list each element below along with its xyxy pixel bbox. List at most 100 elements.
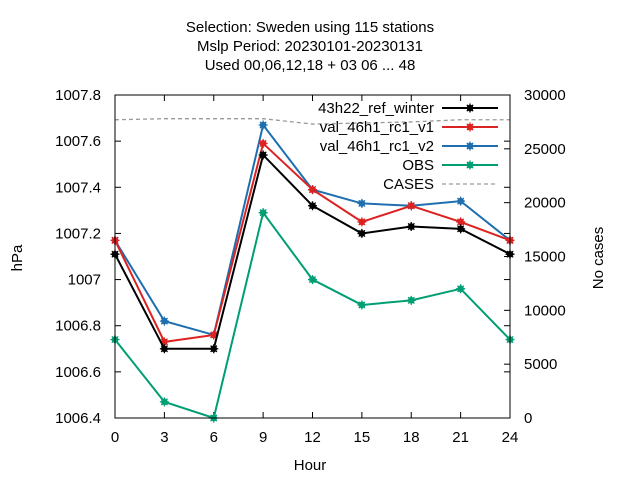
data-point-star [209, 330, 219, 340]
data-point [258, 120, 268, 130]
data-point [308, 185, 317, 195]
y2-tick-label: 0 [524, 410, 532, 427]
data-point-star [308, 185, 317, 195]
y-tick-label: 1007.2 [55, 225, 101, 242]
x-tick-label: 15 [354, 429, 371, 446]
series-lines [110, 118, 515, 423]
data-point-star [465, 122, 475, 132]
y-tick-label: 1007 [68, 272, 101, 289]
data-point [258, 150, 268, 160]
data-point [406, 295, 416, 305]
data-point [456, 217, 466, 227]
data-point [456, 284, 466, 294]
data-point-star [357, 217, 367, 227]
y-tick-label: 1007.8 [55, 87, 101, 104]
data-point-star [308, 275, 317, 285]
plot-frame [114, 94, 511, 419]
data-point-star [456, 224, 466, 234]
data-point [159, 316, 169, 326]
data-point [465, 141, 475, 151]
data-point [406, 201, 416, 211]
legend-label: OBS [402, 157, 434, 174]
data-point [456, 196, 466, 206]
y2-tick-label: 15000 [524, 249, 566, 266]
legend-label: 43h22_ref_winter [318, 100, 434, 117]
data-point-star [465, 103, 475, 113]
data-point-star [456, 217, 466, 227]
legend-label: val_46h1_rc1_v2 [320, 138, 434, 155]
data-point [357, 300, 367, 310]
y-tick-label: 1007.4 [55, 179, 101, 196]
series-line-4 [114, 118, 510, 125]
legend: 43h22_ref_winter val_46h1_rc1_v1 val_46h1_… [318, 100, 498, 193]
data-point [406, 222, 416, 232]
data-point-star [406, 201, 416, 211]
data-point [209, 330, 219, 340]
y2-tick-label: 20000 [524, 195, 566, 212]
data-point-star [465, 160, 475, 170]
x-tick-label: 9 [259, 429, 267, 446]
x-tick-label: 3 [160, 429, 168, 446]
data-point [465, 122, 475, 132]
axis-ticks: 1006.4 1006.6 1006.8 1007 1007.2 1007.4 1007.6… [55, 87, 566, 446]
data-point [258, 208, 268, 218]
data-point-star [357, 228, 367, 238]
data-point [258, 138, 268, 148]
legend-label: val_46h1_rc1_v1 [320, 119, 434, 136]
data-point-star [258, 150, 268, 160]
series-line-2 [114, 122, 511, 337]
legend-label: CASES [383, 176, 434, 193]
data-point-star [456, 196, 466, 206]
y2-tick-label: 10000 [524, 302, 566, 319]
y-tick-label: 1007.6 [55, 133, 101, 150]
y-axis-label: hPa [9, 244, 26, 271]
data-point-star [258, 120, 268, 130]
chart-title-line: Used 00,06,12,18 + 03 06 ... 48 [205, 57, 416, 74]
y-tick-label: 1006.8 [55, 318, 101, 335]
data-point-star [159, 337, 169, 347]
data-point-star [406, 295, 416, 305]
x-axis-label: Hour [294, 457, 327, 474]
data-point [456, 224, 466, 234]
y2-tick-label: 30000 [524, 87, 566, 104]
y2-tick-label: 5000 [524, 356, 557, 373]
data-point-star [308, 201, 317, 211]
data-point-star [159, 316, 169, 326]
series-line-3 [114, 210, 511, 420]
x-tick-label: 18 [403, 429, 420, 446]
data-point-star [456, 284, 466, 294]
data-point-star [209, 344, 219, 354]
data-point [357, 217, 367, 227]
data-point [308, 275, 317, 285]
data-point [357, 228, 367, 238]
data-point [308, 201, 317, 211]
data-point-star [258, 138, 268, 148]
data-point-star [159, 397, 169, 407]
data-point [159, 344, 169, 354]
x-tick-label: 24 [502, 429, 519, 446]
x-tick-label: 12 [304, 429, 321, 446]
chart-title-line: Selection: Sweden using 115 stations [186, 19, 434, 36]
x-tick-label: 0 [111, 429, 119, 446]
data-point-star [258, 208, 268, 218]
data-point [357, 198, 367, 208]
x-tick-label: 6 [210, 429, 218, 446]
y2-axis-label: No cases [590, 227, 607, 290]
data-point-star [357, 198, 367, 208]
data-point-star [406, 222, 416, 232]
y-tick-label: 1006.4 [55, 410, 101, 427]
chart-title: Selection: Sweden using 115 stations Mslp… [186, 19, 434, 74]
data-point-star [465, 141, 475, 151]
data-point [209, 344, 219, 354]
series-line-1 [114, 141, 511, 343]
data-point [465, 160, 475, 170]
data-point [465, 103, 475, 113]
chart-title-line: Mslp Period: 20230101-20230131 [197, 38, 423, 55]
y-tick-label: 1006.6 [55, 364, 101, 381]
x-tick-label: 21 [452, 429, 469, 446]
data-point-star [357, 300, 367, 310]
y2-tick-label: 25000 [524, 141, 566, 158]
data-point [159, 397, 169, 407]
data-point-star [159, 344, 169, 354]
